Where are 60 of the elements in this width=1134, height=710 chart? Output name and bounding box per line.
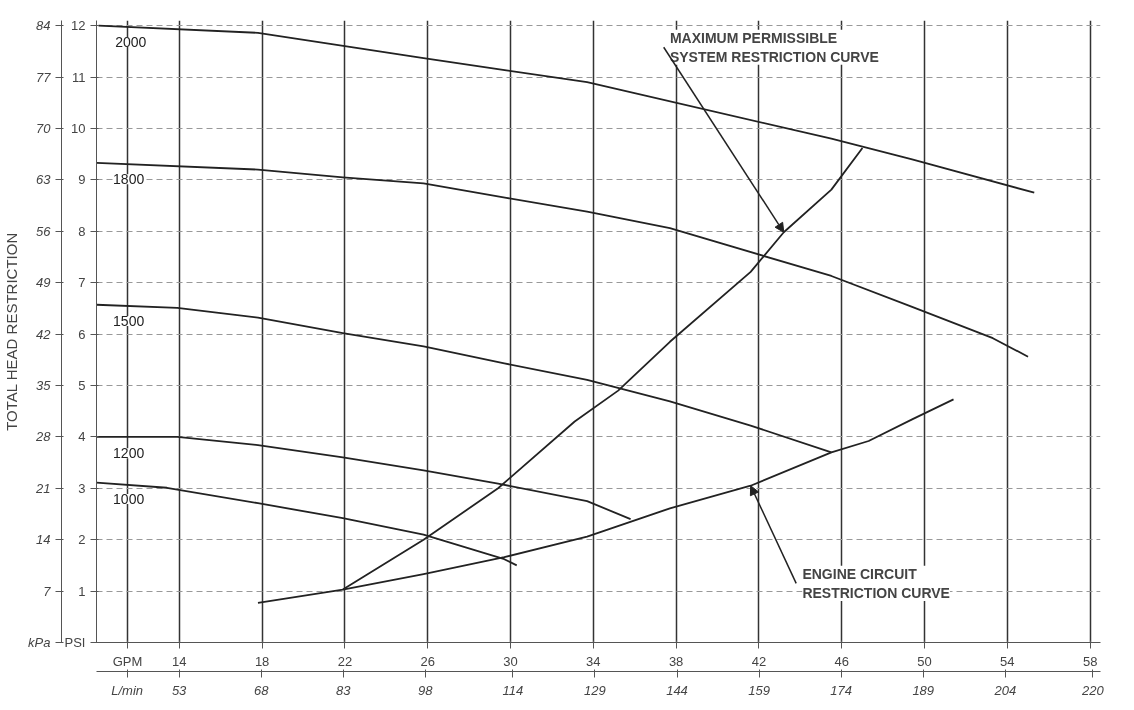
y-tick-label: 6 [78, 326, 86, 342]
x2-tick-label: L/min [111, 682, 144, 698]
y2-tick-label: 84 [36, 18, 51, 34]
x-tick-label: 58 [1082, 653, 1098, 669]
x-tick-label: 14 [172, 653, 187, 669]
y-tick-label: 1 [78, 583, 86, 599]
y2-tick-label: 14 [36, 532, 51, 548]
x2-tick-label: 174 [830, 682, 853, 698]
y2-tick-label: 42 [36, 326, 52, 342]
x2-tick-label: 98 [418, 682, 434, 698]
x-tick-label: 22 [337, 653, 353, 669]
x2-tick-label: 68 [253, 682, 270, 698]
y-tick-label: 9 [78, 172, 86, 188]
y2-tick-label: 77 [36, 69, 52, 85]
y-tick-label: 4 [78, 429, 86, 445]
series-label: 2000 [115, 33, 147, 50]
y2-tick-label: 63 [36, 172, 52, 188]
x-tick-label: 18 [254, 653, 270, 669]
x-tick-label: 26 [420, 653, 435, 669]
y-tick-label: 12 [71, 18, 86, 34]
x2-tick-label: 204 [993, 682, 1017, 698]
y2-tick-label: 49 [36, 275, 51, 291]
x2-tick-label: 159 [748, 682, 770, 698]
series-label: 1500 [113, 313, 145, 330]
y2-tick-label: 7 [43, 583, 52, 599]
x-tick-label: 38 [668, 653, 684, 669]
series-label: 1000 [113, 490, 145, 507]
x-tick-label: 34 [586, 653, 601, 669]
x-tick-label: 50 [917, 653, 932, 669]
x2-tick-label: 53 [171, 682, 188, 698]
x2-tick-label: 189 [912, 682, 935, 698]
y2-tick-label: kPa [28, 635, 51, 650]
x2-tick-label: 83 [336, 682, 352, 698]
annotation: ENGINE CIRCUIT RESTRICTION CURVE [802, 565, 950, 601]
y2-tick-label: 70 [36, 120, 52, 136]
y2-tick-label: 56 [36, 223, 52, 239]
x2-tick-label: 129 [584, 682, 606, 698]
y-tick-label: 10 [71, 120, 86, 136]
y-tick-label: 7 [78, 275, 86, 291]
y-tick-label: 2 [78, 532, 86, 548]
series-label: 1800 [113, 171, 145, 188]
x2-tick-label: 220 [1081, 682, 1105, 698]
annotation: MAXIMUM PERMISSIBLE SYSTEM RESTRICTION CURVE [669, 29, 879, 65]
y-tick-label: 3 [78, 480, 86, 496]
y2-tick-label: 28 [35, 429, 52, 445]
y2-axis-title: TOTAL HEAD RESTRICTION [3, 232, 21, 431]
x2-tick-label: 144 [666, 682, 688, 698]
y-tick-label: 11 [72, 69, 86, 85]
x-tick-label: 42 [751, 653, 767, 669]
x-tick-label: 30 [503, 653, 518, 669]
y2-tick-label: 35 [36, 377, 52, 393]
y-tick-label: PSI [64, 635, 86, 650]
y2-tick-label: 21 [35, 480, 51, 496]
x2-tick-label: 114 [502, 682, 524, 698]
y-tick-label: 5 [78, 377, 86, 393]
x-tick-label: GPM [112, 653, 143, 669]
x-tick-label: 46 [834, 653, 849, 669]
y-tick-label: 8 [78, 223, 86, 239]
x-tick-label: 54 [1000, 653, 1015, 669]
series-label: 1200 [113, 445, 145, 462]
